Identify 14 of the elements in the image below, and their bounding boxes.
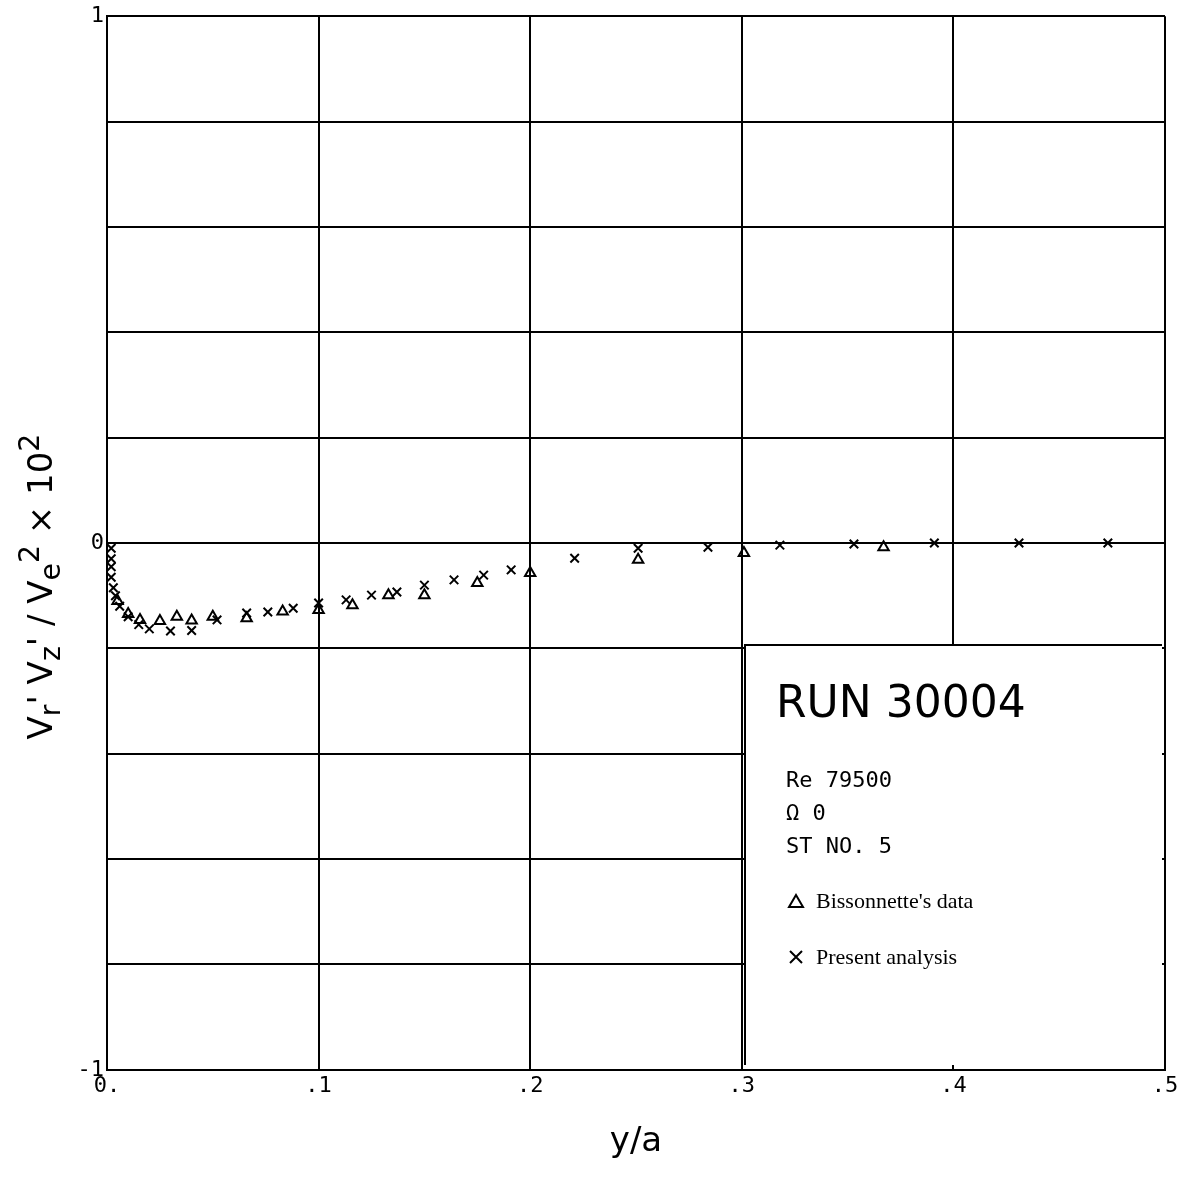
annotation: Ω 0 [786, 800, 827, 825]
legend-label: Bissonnette's data [816, 888, 974, 914]
legend-label: Present analysis [816, 944, 958, 970]
y-tick-label: 0 [90, 528, 104, 554]
y-tick-label: 1 [90, 1, 104, 27]
x-axis-title: y/a [609, 1119, 663, 1160]
annotation: RUN 30004 [776, 676, 1027, 727]
annotation: ST NO. 5 [786, 833, 893, 858]
x-tick-label: .1 [305, 1071, 332, 1097]
x-tick-label: .2 [516, 1071, 544, 1097]
x-tick-label: .3 [728, 1071, 756, 1097]
x-tick-label: .5 [1151, 1071, 1179, 1097]
x-tick-label: .4 [940, 1071, 967, 1097]
annotation: Re 79500 [786, 767, 893, 792]
